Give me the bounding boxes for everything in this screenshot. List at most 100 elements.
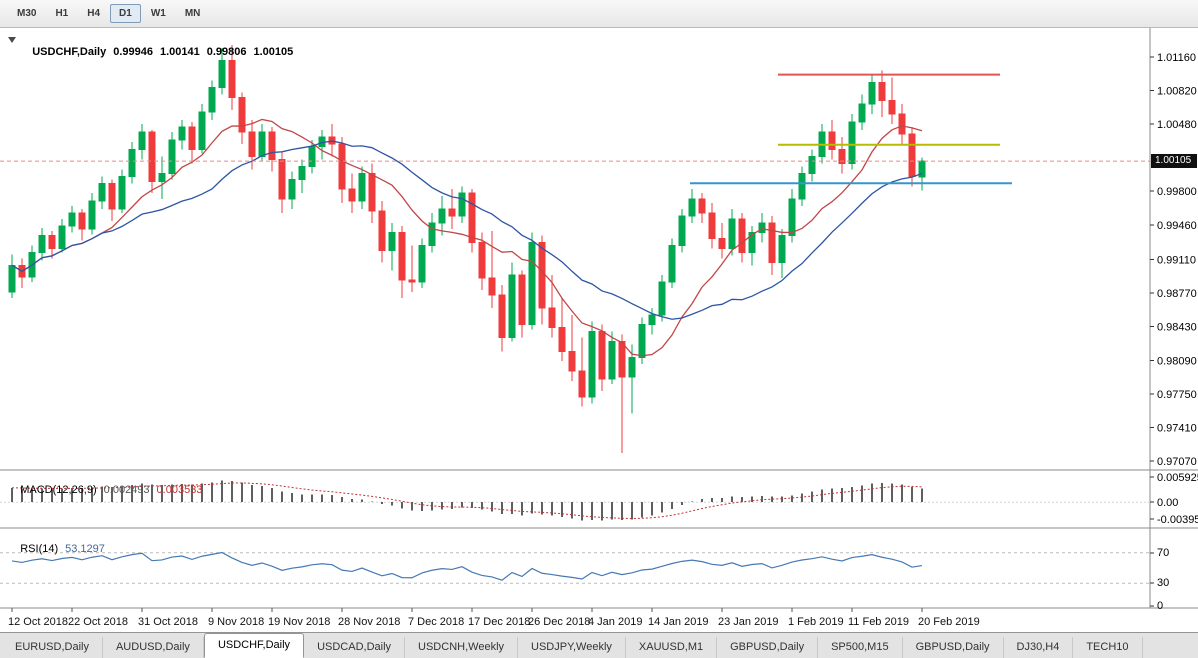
candle-body: [568, 350, 576, 372]
chart-tab-gbpusd-daily[interactable]: GBPUSD,Daily: [903, 637, 1004, 658]
candle-body: [698, 198, 706, 214]
x-axis-label: 12 Oct 2018: [8, 616, 68, 628]
candle-body: [498, 294, 506, 339]
x-axis-label: 23 Jan 2019: [718, 616, 779, 628]
candle-body: [438, 208, 446, 224]
candle-body: [908, 133, 916, 177]
ma-fast-line: [11, 118, 923, 357]
price-axis-label: 0.97070: [1157, 456, 1197, 468]
candle-body: [728, 218, 736, 250]
candle-body: [888, 99, 896, 115]
candle-body: [848, 121, 856, 165]
candle-body: [898, 113, 906, 135]
candle-body: [718, 238, 726, 250]
candle-body: [418, 245, 426, 283]
chart-tab-usdcad-daily[interactable]: USDCAD,Daily: [304, 637, 406, 658]
candle-body: [48, 235, 56, 250]
macd-value-signal: 0.003533: [156, 484, 203, 496]
candle-body: [518, 274, 526, 326]
ohlc-high: 1.00141: [159, 46, 200, 58]
candle-body: [198, 111, 206, 151]
candle-body: [838, 149, 846, 165]
candle-body: [598, 331, 606, 380]
candle-body: [108, 182, 116, 210]
candle-body: [118, 175, 126, 210]
candle-body: [168, 139, 176, 174]
timeframe-button-w1[interactable]: W1: [150, 8, 166, 19]
chart-canvas[interactable]: 1.01160 1.00820 1.00480 0.99800 0.99460 0.991…: [0, 28, 1198, 632]
candle-body: [558, 327, 566, 352]
price-axis-label: 0.97750: [1157, 389, 1197, 401]
candle-body: [358, 172, 366, 202]
candle-body: [298, 166, 306, 180]
candle-body: [628, 356, 636, 378]
candle-body: [688, 198, 696, 217]
candle-body: [738, 218, 746, 254]
x-axis-label: 1 Feb 2019: [788, 616, 844, 628]
chart-tab-usdchf-daily[interactable]: USDCHF,Daily: [203, 633, 305, 658]
price-axis-label: 0.99800: [1157, 186, 1197, 198]
chart-tab-sp500-m15[interactable]: SP500,M15: [818, 637, 903, 658]
macd-signal-line: [11, 482, 923, 520]
x-axis-label: 22 Oct 2018: [68, 616, 128, 628]
candle-body: [458, 192, 466, 217]
candle-body: [608, 340, 616, 380]
candle-body: [208, 86, 216, 113]
rsi-name: RSI(14): [20, 543, 59, 555]
candle-body: [808, 156, 816, 174]
timeframe-toolbar: M30 H1 H4 D1 W1 MN: [0, 0, 1198, 28]
candle-body: [378, 210, 386, 252]
chart-tab-usdcnh-weekly[interactable]: USDCNH,Weekly: [405, 637, 519, 658]
candle-body: [248, 131, 256, 158]
chart-tab-dj30-h4[interactable]: DJ30,H4: [1004, 637, 1074, 658]
chart-tab-usdjpy-weekly[interactable]: USDJPY,Weekly: [518, 637, 626, 658]
candle-body: [338, 143, 346, 190]
candle-body: [578, 370, 586, 398]
rsi-indicator-label: RSI(14) 53.1297: [8, 531, 105, 567]
candle-body: [528, 242, 536, 326]
chart-tab-eurusd-daily[interactable]: EURUSD,Daily: [2, 637, 103, 658]
candle-body: [658, 281, 666, 316]
timeframe-button-mn[interactable]: MN: [184, 8, 201, 19]
x-axis-label: 26 Dec 2018: [528, 616, 590, 628]
candle-body: [778, 235, 786, 263]
price-axis-label: 1.00820: [1157, 85, 1197, 97]
candle-body: [588, 331, 596, 398]
current-price-box: 1.00105: [1151, 154, 1197, 169]
rsi-line: [11, 551, 923, 581]
chart-tab-tech10[interactable]: TECH10: [1073, 637, 1143, 658]
candle-body: [488, 277, 496, 296]
ma-slow-line: [11, 140, 923, 320]
chart-tab-gbpusd-daily[interactable]: GBPUSD,Daily: [717, 637, 819, 658]
price-axis-label: 1.00480: [1157, 119, 1197, 131]
candle-body: [448, 208, 456, 217]
candle-body: [218, 60, 226, 88]
x-axis-label: 31 Oct 2018: [138, 616, 198, 628]
price-axis-label: 0.99460: [1157, 220, 1197, 232]
timeframe-button-h1[interactable]: H1: [55, 8, 69, 19]
chart-tabbar: EURUSD,Daily AUDUSD,Daily USDCHF,Daily USDC…: [0, 632, 1198, 658]
price-axis-label: 0.97410: [1157, 422, 1197, 434]
ohlc-low: 0.99806: [206, 46, 247, 58]
timeframe-button-m30[interactable]: M30: [17, 8, 37, 19]
ohlc-close: 1.00105: [253, 46, 294, 58]
candle-body: [918, 160, 926, 178]
candle-body: [858, 103, 866, 123]
chart-tab-audusd-daily[interactable]: AUDUSD,Daily: [103, 637, 204, 658]
candle-body: [68, 212, 76, 227]
chart-tab-xauusd-m1[interactable]: XAUUSD,M1: [626, 637, 718, 658]
candle-body: [468, 192, 476, 244]
timeframe-button-h4[interactable]: H4: [87, 8, 101, 19]
candle-body: [238, 96, 246, 133]
candle-body: [878, 81, 886, 101]
candle-body: [678, 215, 686, 247]
timeframe-button-d1[interactable]: D1: [110, 4, 141, 23]
one-click-trading-arrow[interactable]: [8, 37, 16, 43]
price-axis-label: 0.98430: [1157, 322, 1197, 334]
rsi-scale-label: 30: [1157, 577, 1169, 589]
candle-body: [788, 198, 796, 237]
candle-body: [128, 149, 136, 177]
macd-value-main: 0.002493: [103, 484, 150, 496]
candle-body: [178, 126, 186, 141]
price-axis-label: 0.98090: [1157, 355, 1197, 367]
